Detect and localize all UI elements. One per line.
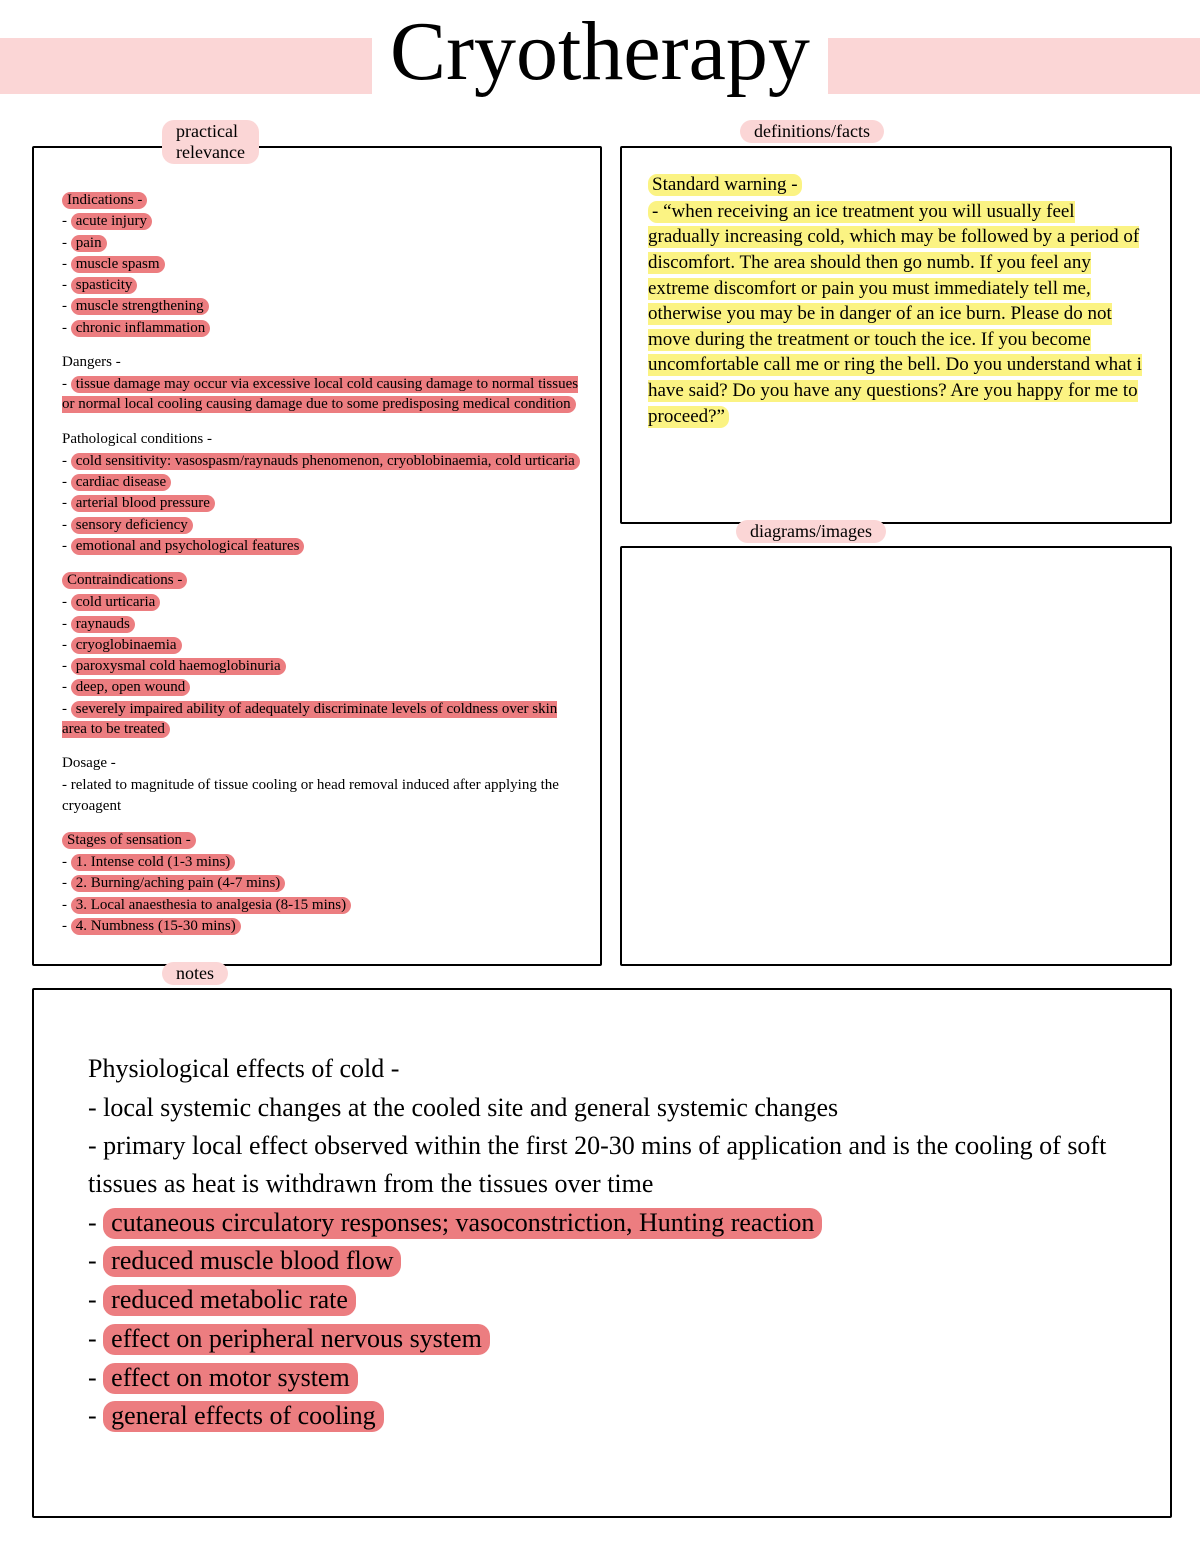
ind-4: muscle strengthening <box>71 298 209 315</box>
box-notes: notes Physiological effects of cold - - … <box>32 988 1172 1518</box>
box-label-notes: notes <box>162 962 228 985</box>
ind-2: muscle spasm <box>71 256 165 273</box>
dosage-head: Dosage - <box>62 753 582 773</box>
defs-head: Standard warning - <box>648 174 802 196</box>
ind-1: pain <box>71 235 107 252</box>
box-diagrams: diagrams/images <box>620 546 1172 966</box>
notes-h1: reduced muscle blood flow <box>103 1246 401 1277</box>
path-4: emotional and psychological features <box>71 538 305 555</box>
practical-content: Indications - - acute injury - pain - mu… <box>62 190 582 937</box>
path-0: cold sensitivity: vasospasm/raynauds phe… <box>71 453 580 470</box>
notes-h5: general effects of cooling <box>103 1401 383 1432</box>
box-practical-relevance: practical relevance Indications - - acut… <box>32 146 602 966</box>
box-definitions: definitions/facts Standard warning - - “… <box>620 146 1172 524</box>
defs-body: - “when receiving an ice treatment you w… <box>648 201 1142 428</box>
notes-p1: - primary local effect observed within t… <box>88 1127 1128 1202</box>
contra-0: cold urticaria <box>71 594 161 611</box>
contra-5: severely impaired ability of adequately … <box>62 701 557 738</box>
box-label-diagrams: diagrams/images <box>736 520 886 543</box>
notes-h4: effect on motor system <box>103 1363 358 1394</box>
page-title-wrap: Cryotherapy <box>0 6 1200 98</box>
dangers-text: tissue damage may occur via excessive lo… <box>62 376 578 413</box>
notes-content: Physiological effects of cold - - local … <box>88 1050 1128 1436</box>
notes-p0: - local systemic changes at the cooled s… <box>88 1089 1128 1127</box>
notes-head: Physiological effects of cold - <box>88 1050 1128 1088</box>
box-label-defs: definitions/facts <box>740 120 884 143</box>
stage-2: 3. Local anaesthesia to analgesia (8-15 … <box>71 897 351 914</box>
dosage-text: - related to magnitude of tissue cooling… <box>62 775 582 816</box>
ind-3: spasticity <box>71 277 138 294</box>
notes-h3: effect on peripheral nervous system <box>103 1324 490 1355</box>
contra-head: Contraindications - <box>62 572 187 589</box>
contra-1: raynauds <box>71 616 135 633</box>
contra-3: paroxysmal cold haemoglobinuria <box>71 658 286 675</box>
path-2: arterial blood pressure <box>71 495 215 512</box>
path-3: sensory deficiency <box>71 517 193 534</box>
path-1: cardiac disease <box>71 474 171 491</box>
notes-h0: cutaneous circulatory responses; vasocon… <box>103 1208 822 1239</box>
page-title: Cryotherapy <box>372 6 828 98</box>
stages-head: Stages of sensation - <box>62 832 196 849</box>
box-label-practical: practical relevance <box>162 120 259 164</box>
indications-head: Indications - <box>62 192 147 209</box>
contra-4: deep, open wound <box>71 679 191 696</box>
stage-0: 1. Intense cold (1-3 mins) <box>71 854 236 871</box>
stage-3: 4. Numbness (15-30 mins) <box>71 918 241 935</box>
notes-h2: reduced metabolic rate <box>103 1285 356 1316</box>
path-head: Pathological conditions - <box>62 429 582 449</box>
defs-content: Standard warning - - “when receiving an … <box>648 172 1148 430</box>
ind-0: acute injury <box>71 213 152 230</box>
ind-5: chronic inflammation <box>71 320 211 337</box>
stage-1: 2. Burning/aching pain (4-7 mins) <box>71 875 286 892</box>
dangers-head: Dangers - <box>62 352 582 372</box>
contra-2: cryoglobinaemia <box>71 637 182 654</box>
